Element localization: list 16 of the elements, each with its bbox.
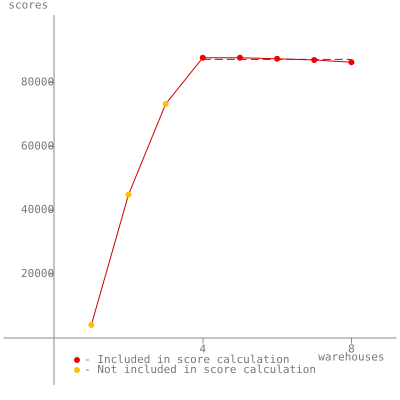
point (348, 59, 354, 66)
y-axis-title: scores (8, 0, 48, 12)
y-tick-label: 60000 (21, 139, 54, 152)
legend-label: - Not included in score calculation (84, 363, 316, 376)
point (200, 54, 206, 61)
y-tick-label: 80000 (21, 76, 54, 89)
point (236, 54, 243, 61)
point (274, 56, 280, 62)
point (125, 192, 132, 198)
point (162, 101, 169, 108)
y-tick-label: 20000 (21, 267, 54, 280)
y-tick-label: 40000 (21, 203, 54, 216)
point (311, 56, 318, 63)
x-tick-label: 4 (199, 342, 206, 356)
point (88, 322, 94, 328)
x-tick-label: 8 (348, 342, 355, 356)
